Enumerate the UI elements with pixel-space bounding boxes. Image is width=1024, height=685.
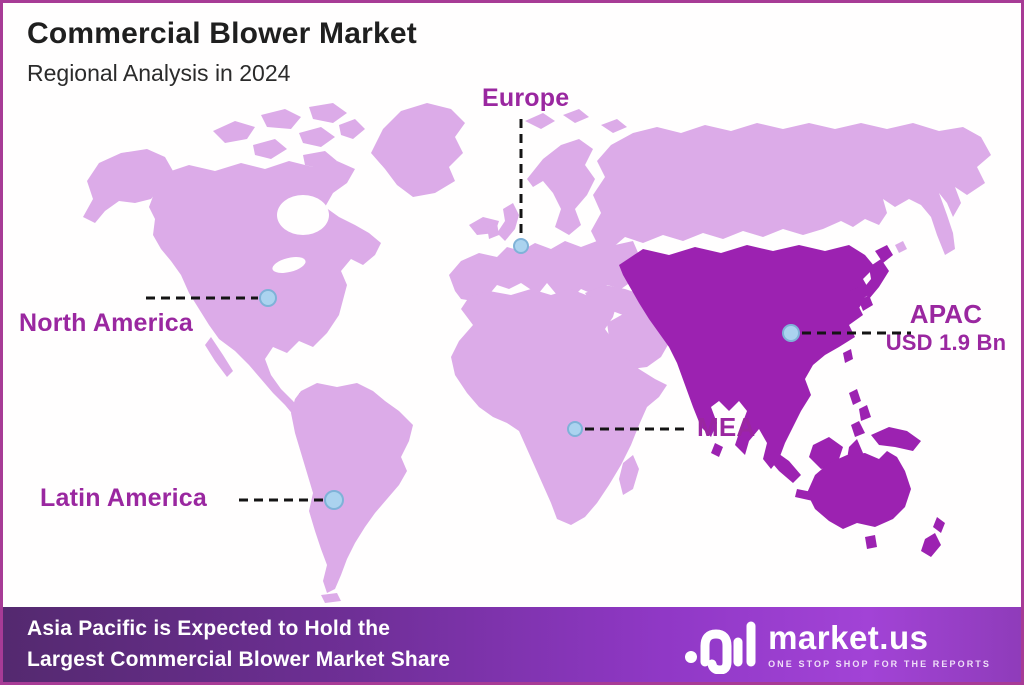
insight-banner: Asia Pacific is Expected to Hold the Lar… [3,607,1021,682]
map-great-lakes [272,257,306,273]
map-sri-lanka [711,443,723,457]
marketus-logo: market.us ONE STOP SHOP FOR THE REPORTS [684,616,991,674]
map-taiwan [843,349,853,363]
map-new-zealand [921,517,945,557]
map-markers [259,238,800,510]
map-tierra-del-fuego [321,593,341,603]
map-alaska [83,149,173,223]
region-label-apac-name: APAC [909,299,983,329]
map-japan [859,245,893,311]
map-landmass-light [83,103,991,603]
map-europe [449,241,639,315]
region-value-apac: USD 1.9 Bn [885,330,1007,356]
logo-type: market.us ONE STOP SHOP FOR THE REPORTS [768,621,991,669]
header: Commercial Blower Market Regional Analys… [27,17,417,87]
map-australia [807,451,911,529]
logo-tagline: ONE STOP SHOP FOR THE REPORTS [768,658,991,669]
page-subtitle: Regional Analysis in 2024 [27,60,291,86]
map-greenland [371,103,465,197]
map-north-america [149,161,381,417]
map-british-isles [487,203,519,241]
waveform-icon [685,621,756,674]
map-africa [451,289,667,525]
marker-latin-america [324,490,344,510]
map-scandinavia [527,139,595,235]
marker-mea [567,421,583,437]
map-baja [205,337,233,377]
leader-lines [146,119,911,502]
region-label-apac: APAC USD 1.9 Bn [879,299,1013,357]
banner-line-1: Asia Pacific is Expected to Hold the [27,617,391,641]
marker-north-america [259,289,277,307]
region-label-mea: MEA [697,412,756,442]
world-map [83,103,991,603]
map-kurils [895,241,907,253]
banner-line-2: Largest Commercial Blower Market Share [27,647,451,671]
region-label-latin-america: Latin America [40,484,208,512]
map-madagascar [619,455,639,495]
marker-apac [782,324,800,342]
region-label-europe: Europe [482,84,570,112]
marker-europe [513,238,529,254]
map-asia-mainland [619,245,875,469]
page-title: Commercial Blower Market [27,17,417,50]
map-hudson-bay [277,195,329,235]
map-arctic-islands [213,103,365,169]
map-south-america [291,383,413,593]
map-philippines [849,389,871,437]
region-label-north-america: North America [19,309,193,337]
map-russia [591,123,991,255]
map-tasmania [865,535,877,549]
map-region-apac [619,245,945,557]
banner-text: Asia Pacific is Expected to Hold the Lar… [27,614,450,674]
map-new-guinea [871,427,921,451]
logo-brand: market.us [768,618,929,656]
